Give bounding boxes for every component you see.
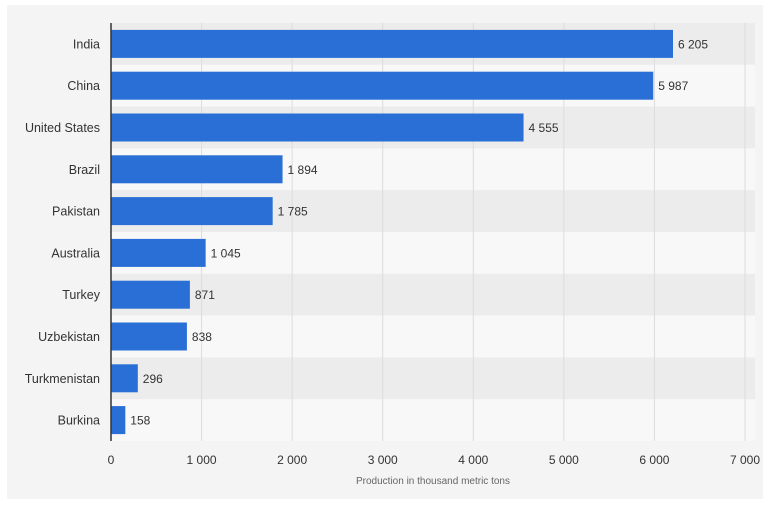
category-label-china: China <box>67 79 100 93</box>
category-label-india: India <box>73 37 100 51</box>
category-labels: India China United States Brazil Pakistan Aus… <box>25 37 101 427</box>
bar-burkina <box>111 406 126 435</box>
value-labels: 6 205 5 987 4 555 1 894 1 785 1 045 871 838 296 1… <box>130 37 708 427</box>
x-tick-label: 0 <box>108 453 115 467</box>
x-tick-label: 4 000 <box>458 453 488 467</box>
bar-brazil <box>111 155 283 184</box>
value-label-turkey: 871 <box>195 288 215 302</box>
bar-chart: India China United States Brazil Pakistan Aus… <box>25 23 761 487</box>
row-band-burkina <box>111 399 755 441</box>
value-label-burkina: 158 <box>130 414 150 428</box>
bar-australia <box>111 238 206 267</box>
bar-china <box>111 71 654 100</box>
x-tick-label: 7 000 <box>730 453 760 467</box>
x-axis-title: Production in thousand metric tons <box>356 476 510 487</box>
x-tick-label: 3 000 <box>368 453 398 467</box>
value-label-uzbekistan: 838 <box>192 330 212 344</box>
value-label-brazil: 1 894 <box>288 163 318 177</box>
bars <box>111 29 673 435</box>
bar-turkey <box>111 280 190 309</box>
category-label-australia: Australia <box>51 246 100 260</box>
bar-pakistan <box>111 197 273 226</box>
category-label-pakistan: Pakistan <box>52 205 100 219</box>
value-label-pakistan: 1 785 <box>278 205 308 219</box>
category-label-turkey: Turkey <box>62 288 100 302</box>
row-band-uzbekistan <box>111 315 755 358</box>
value-label-china: 5 987 <box>658 79 688 93</box>
x-tick-label: 2 000 <box>277 453 307 467</box>
chart-frame: India China United States Brazil Pakistan Aus… <box>7 5 763 499</box>
value-label-turkmenistan: 296 <box>143 372 163 386</box>
category-label-united-states: United States <box>25 121 100 135</box>
bar-uzbekistan <box>111 322 187 351</box>
bar-india <box>111 29 673 58</box>
category-label-brazil: Brazil <box>69 163 100 177</box>
value-label-india: 6 205 <box>678 37 708 51</box>
row-band-turkmenistan <box>111 357 755 400</box>
x-tick-labels: 0 1 000 2 000 3 000 4 000 5 000 6 000 7 000 <box>108 453 761 467</box>
x-tick-label: 5 000 <box>549 453 579 467</box>
row-band-australia <box>111 232 755 274</box>
bar-united-states <box>111 113 524 142</box>
value-label-united-states: 4 555 <box>529 121 559 135</box>
row-band-turkey <box>111 273 755 316</box>
bar-turkmenistan <box>111 364 138 393</box>
x-tick-label: 6 000 <box>639 453 669 467</box>
category-label-turkmenistan: Turkmenistan <box>25 372 100 386</box>
x-tick-label: 1 000 <box>187 453 217 467</box>
category-label-uzbekistan: Uzbekistan <box>38 330 100 344</box>
category-label-burkina: Burkina <box>58 414 100 428</box>
value-label-australia: 1 045 <box>211 246 241 260</box>
